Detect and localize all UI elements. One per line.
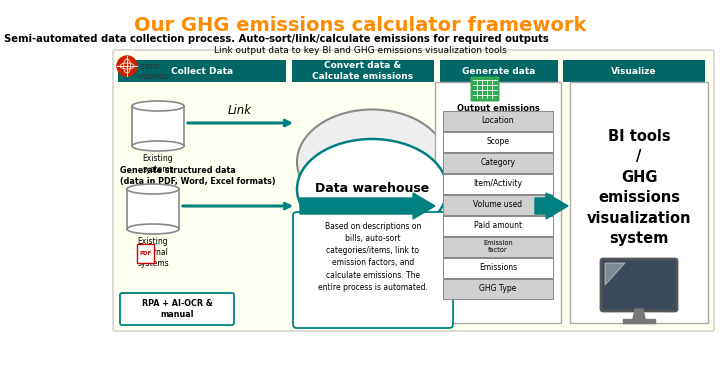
- Polygon shape: [535, 193, 568, 219]
- Text: Link output data to key BI and GHG emissions visualization tools: Link output data to key BI and GHG emiss…: [214, 46, 506, 55]
- Text: Convert data &
Calculate emissions: Convert data & Calculate emissions: [312, 61, 413, 81]
- Text: Existing
internal
systems: Existing internal systems: [138, 237, 168, 268]
- FancyBboxPatch shape: [443, 195, 553, 215]
- Ellipse shape: [127, 224, 179, 234]
- Text: Emissions: Emissions: [479, 263, 517, 272]
- Polygon shape: [623, 319, 655, 323]
- Polygon shape: [605, 263, 625, 285]
- Polygon shape: [300, 193, 435, 219]
- Text: RPA + AI-OCR &
manual: RPA + AI-OCR & manual: [142, 299, 212, 319]
- FancyBboxPatch shape: [120, 293, 234, 325]
- Ellipse shape: [297, 109, 447, 215]
- FancyBboxPatch shape: [563, 60, 705, 82]
- Text: Collect Data: Collect Data: [171, 66, 233, 76]
- FancyBboxPatch shape: [443, 174, 553, 194]
- FancyBboxPatch shape: [443, 279, 553, 299]
- Ellipse shape: [297, 139, 447, 239]
- Text: Our GHG emissions calculator framework: Our GHG emissions calculator framework: [134, 16, 586, 35]
- Text: Data warehouse: Data warehouse: [315, 182, 429, 195]
- FancyBboxPatch shape: [443, 132, 553, 152]
- FancyBboxPatch shape: [137, 244, 154, 263]
- FancyBboxPatch shape: [570, 82, 708, 323]
- Text: Emission
factor: Emission factor: [483, 240, 513, 253]
- Text: BI tools
/
GHG
emissions
visualization
system: BI tools / GHG emissions visualization s…: [587, 129, 691, 246]
- FancyBboxPatch shape: [292, 60, 434, 82]
- FancyBboxPatch shape: [118, 60, 286, 82]
- Ellipse shape: [127, 184, 179, 194]
- Text: Link: Link: [228, 104, 252, 117]
- FancyBboxPatch shape: [443, 258, 553, 278]
- Text: Generate data: Generate data: [462, 66, 536, 76]
- Text: Item/Activity: Item/Activity: [474, 179, 523, 188]
- Text: Output emissions
data by category: Output emissions data by category: [456, 104, 539, 125]
- FancyBboxPatch shape: [601, 259, 677, 311]
- Text: Volume used: Volume used: [474, 200, 523, 209]
- FancyBboxPatch shape: [443, 111, 553, 131]
- Ellipse shape: [132, 101, 184, 111]
- FancyBboxPatch shape: [293, 212, 453, 328]
- Text: GHG Type: GHG Type: [480, 284, 517, 293]
- FancyBboxPatch shape: [113, 50, 714, 331]
- Text: Location: Location: [482, 116, 514, 125]
- Text: Paid amount: Paid amount: [474, 221, 522, 230]
- Text: Visualize: Visualize: [611, 66, 657, 76]
- FancyBboxPatch shape: [443, 153, 553, 173]
- FancyBboxPatch shape: [443, 216, 553, 236]
- FancyBboxPatch shape: [127, 189, 179, 229]
- Text: Scope: Scope: [487, 137, 510, 146]
- Text: PDF: PDF: [140, 251, 152, 256]
- FancyBboxPatch shape: [440, 60, 558, 82]
- FancyBboxPatch shape: [470, 76, 500, 101]
- FancyBboxPatch shape: [435, 82, 561, 323]
- FancyBboxPatch shape: [132, 106, 184, 146]
- Text: trans
cosmos: trans cosmos: [140, 62, 168, 81]
- Text: Based on descriptions on
bills, auto-sort
categories/items, link to
emission fac: Based on descriptions on bills, auto-sor…: [318, 222, 428, 292]
- Text: Existing
systems: Existing systems: [142, 154, 174, 174]
- Ellipse shape: [132, 141, 184, 151]
- Circle shape: [117, 56, 137, 76]
- Text: Category: Category: [480, 158, 516, 167]
- Text: Generate structured data
(data in PDF, Word, Excel formats): Generate structured data (data in PDF, W…: [120, 166, 276, 186]
- Polygon shape: [633, 309, 645, 319]
- FancyBboxPatch shape: [443, 237, 553, 257]
- Text: Semi-automated data collection process. Auto-sort/link/calculate emissions for r: Semi-automated data collection process. …: [4, 34, 549, 44]
